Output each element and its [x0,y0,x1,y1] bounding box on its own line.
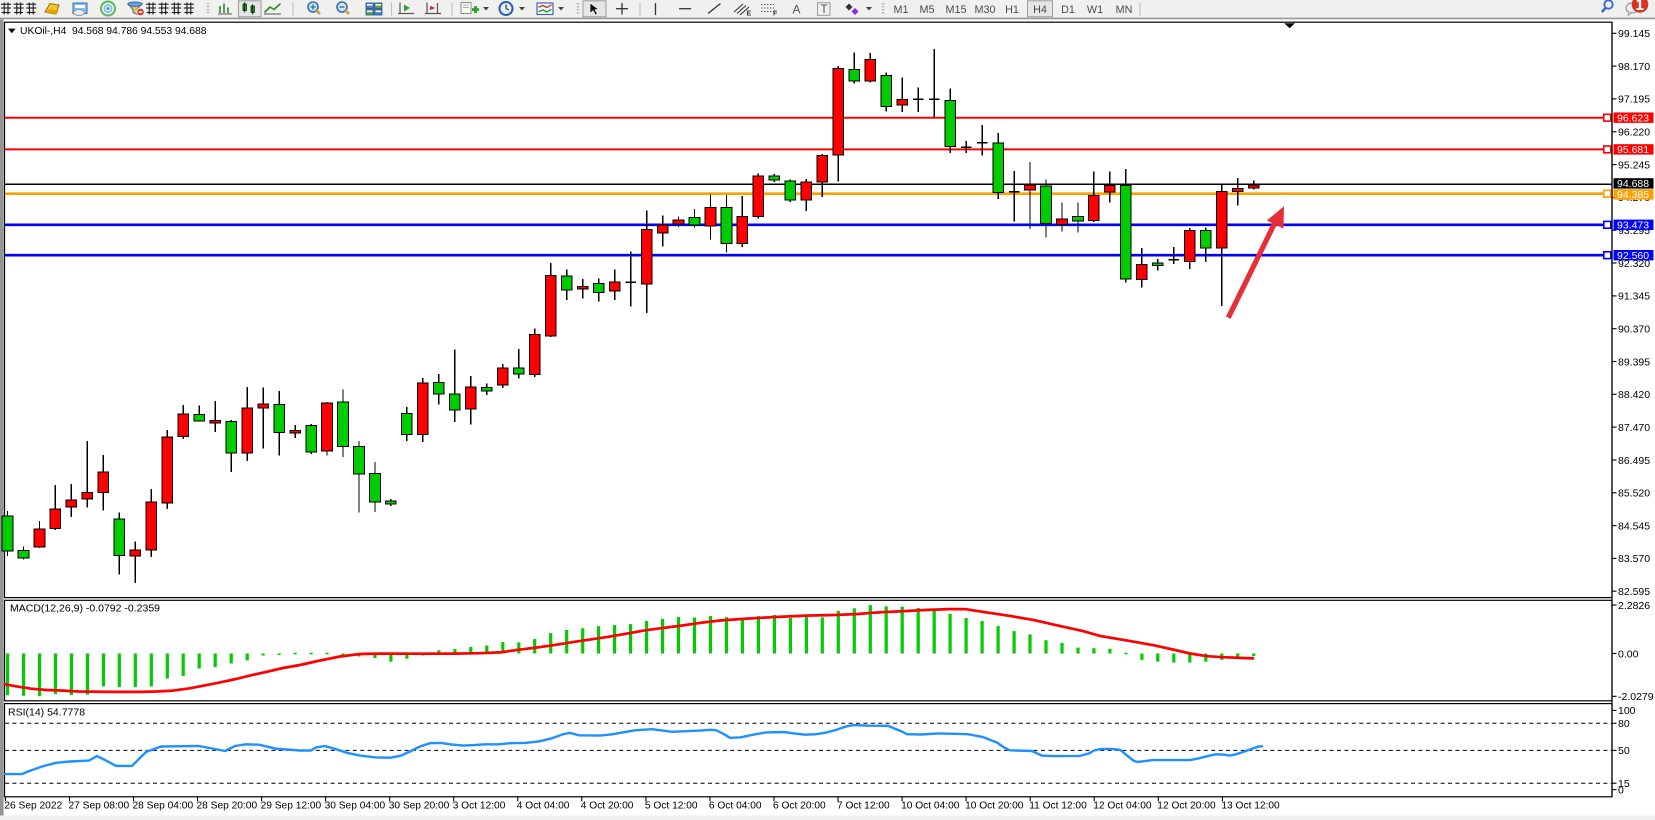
svg-text:100: 100 [1618,705,1636,717]
svg-text:29 Sep 12:00: 29 Sep 12:00 [261,801,322,812]
svg-text:90.370: 90.370 [1618,324,1650,336]
svg-text:15: 15 [1618,778,1630,790]
svg-text:MN: MN [1116,4,1133,16]
svg-text:89.395: 89.395 [1618,356,1650,368]
svg-text:M30: M30 [974,4,995,16]
svg-text:85.520: 85.520 [1618,488,1650,500]
svg-text:91.345: 91.345 [1618,291,1650,303]
svg-text:86.495: 86.495 [1618,455,1650,467]
svg-text:E: E [747,11,752,18]
svg-text:A: A [793,3,801,17]
svg-text:12 Oct 20:00: 12 Oct 20:00 [1157,801,1216,812]
svg-text:94.688: 94.688 [1617,178,1649,190]
svg-text:MACD(12,26,9) -0.0792 -0.2359: MACD(12,26,9) -0.0792 -0.2359 [10,603,160,615]
svg-text:UKOil-,H4 94.568 94.786 94.55: UKOil-,H4 94.568 94.786 94.553 94.688 [20,26,207,37]
svg-text:-2.0279: -2.0279 [1618,691,1654,703]
svg-text:99.145: 99.145 [1618,28,1650,40]
svg-text:92.560: 92.560 [1617,250,1649,262]
svg-text:F: F [773,11,778,18]
svg-text:13 Oct 12:00: 13 Oct 12:00 [1221,801,1280,812]
svg-text:93.473: 93.473 [1617,220,1649,232]
svg-text:28 Sep 20:00: 28 Sep 20:00 [197,801,258,812]
svg-text:87.470: 87.470 [1618,422,1650,434]
svg-text:96.623: 96.623 [1617,113,1649,125]
svg-text:82.595: 82.595 [1618,586,1650,598]
svg-text:96.220: 96.220 [1618,127,1650,139]
svg-text:7 Oct 12:00: 7 Oct 12:00 [837,801,890,812]
svg-text:M1: M1 [894,4,909,16]
svg-text:M15: M15 [945,4,966,16]
svg-text:5 Oct 12:00: 5 Oct 12:00 [645,801,698,812]
svg-text:30 Sep 20:00: 30 Sep 20:00 [389,801,450,812]
svg-text:27 Sep 08:00: 27 Sep 08:00 [69,801,130,812]
svg-text:6 Oct 04:00: 6 Oct 04:00 [709,801,762,812]
svg-text:26 Sep 2022: 26 Sep 2022 [4,801,62,812]
svg-text:84.545: 84.545 [1618,520,1650,532]
svg-text:92.320: 92.320 [1618,258,1650,270]
svg-text:10 Oct 04:00: 10 Oct 04:00 [901,801,960,812]
svg-text:0: 0 [1618,784,1624,796]
svg-text:4 Oct 20:00: 4 Oct 20:00 [581,801,634,812]
svg-text:98.170: 98.170 [1618,61,1650,73]
svg-text:94.385: 94.385 [1617,189,1649,201]
svg-text:RSI(14) 54.7778: RSI(14) 54.7778 [8,707,85,719]
svg-text:6 Oct 20:00: 6 Oct 20:00 [773,801,826,812]
svg-text:12 Oct 04:00: 12 Oct 04:00 [1093,801,1152,812]
svg-text:0.00: 0.00 [1618,648,1639,660]
svg-text:95.245: 95.245 [1618,159,1650,171]
svg-text:95.681: 95.681 [1617,144,1649,156]
svg-text:2.2826: 2.2826 [1618,600,1650,612]
svg-text:28 Sep 04:00: 28 Sep 04:00 [133,801,194,812]
svg-text:W1: W1 [1087,4,1103,16]
svg-text:80: 80 [1618,718,1630,730]
svg-text:4 Oct 04:00: 4 Oct 04:00 [517,801,570,812]
svg-text:D1: D1 [1061,4,1075,16]
svg-text:11 Oct 12:00: 11 Oct 12:00 [1029,801,1087,812]
svg-text:30 Sep 04:00: 30 Sep 04:00 [325,801,386,812]
svg-text:97.195: 97.195 [1618,94,1650,106]
svg-text:88.420: 88.420 [1618,389,1650,401]
svg-text:3 Oct 12:00: 3 Oct 12:00 [453,801,506,812]
svg-text:T: T [821,4,828,16]
svg-text:H4: H4 [1033,4,1047,16]
svg-text:50: 50 [1618,745,1630,757]
svg-text:M5: M5 [920,4,935,16]
svg-text:H1: H1 [1005,4,1019,16]
svg-text:10 Oct 20:00: 10 Oct 20:00 [965,801,1024,812]
svg-text:83.570: 83.570 [1618,553,1650,565]
